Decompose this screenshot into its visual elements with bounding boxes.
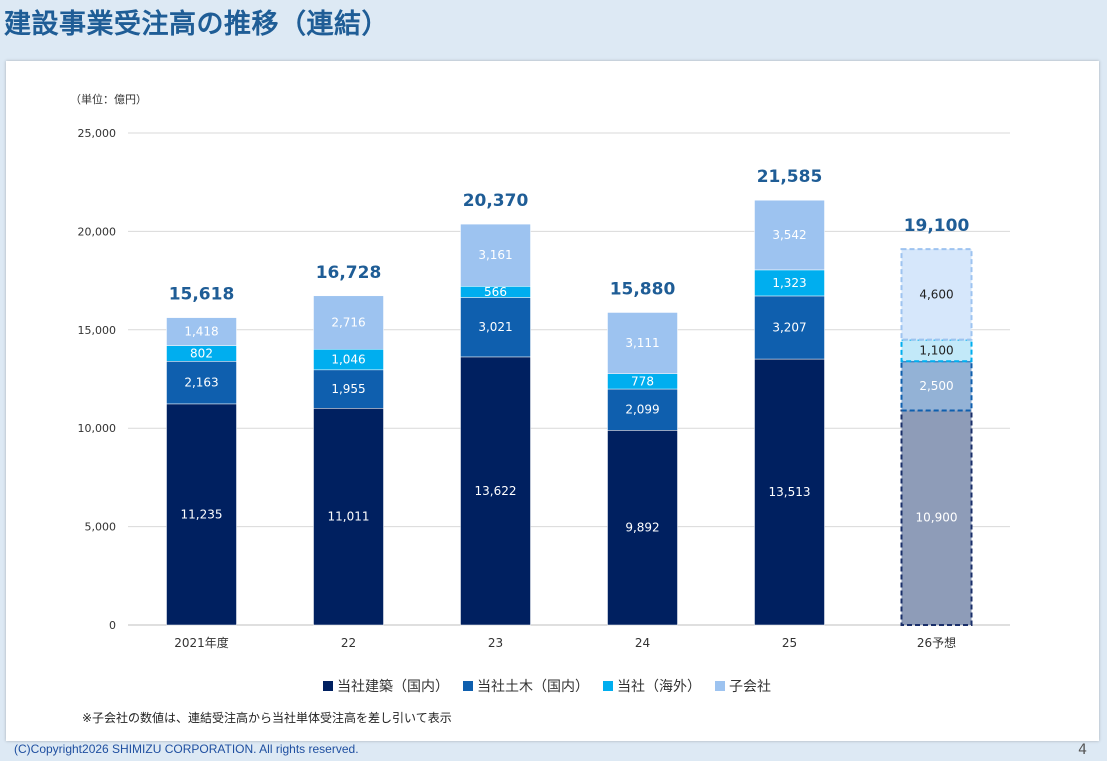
total-label: 15,618 bbox=[169, 285, 235, 305]
legend-swatch bbox=[323, 681, 333, 691]
bar-segment bbox=[754, 295, 825, 360]
legend-swatch bbox=[715, 681, 725, 691]
copyright: (C)Copyright2026 SHIMIZU CORPORATION. Al… bbox=[14, 742, 359, 756]
legend-item: 当社（海外） bbox=[603, 676, 701, 696]
data-label: 802 bbox=[190, 346, 213, 360]
legend-label: 当社（海外） bbox=[617, 679, 701, 695]
y-tick-label: 15,000 bbox=[78, 324, 117, 337]
x-tick-label: 23 bbox=[488, 636, 503, 650]
data-label: 2,099 bbox=[625, 403, 659, 417]
data-label: 3,021 bbox=[478, 320, 512, 334]
x-tick-label: 25 bbox=[782, 636, 797, 650]
legend-item: 当社建築（国内） bbox=[323, 676, 449, 696]
unit-label: （単位：億円） bbox=[70, 93, 147, 106]
y-tick-label: 20,000 bbox=[78, 225, 117, 238]
data-label: 11,235 bbox=[181, 507, 223, 521]
bar-segment bbox=[460, 223, 531, 287]
data-label: 1,418 bbox=[184, 325, 218, 339]
footnote: ※子会社の数値は、連結受注高から当社単体受注高を差し引いて表示 bbox=[82, 711, 452, 725]
legend-label: 当社土木（国内） bbox=[477, 679, 589, 695]
legend-item: 子会社 bbox=[715, 676, 771, 696]
bar-segment bbox=[607, 312, 678, 374]
data-label: 10,900 bbox=[916, 511, 958, 525]
data-label: 3,207 bbox=[772, 321, 806, 335]
data-label: 3,542 bbox=[772, 228, 806, 242]
legend-label: 当社建築（国内） bbox=[337, 679, 449, 695]
bar-segment bbox=[166, 403, 237, 626]
bar-segment bbox=[313, 408, 384, 626]
data-label: 3,111 bbox=[625, 336, 659, 350]
y-tick-label: 5,000 bbox=[85, 521, 117, 534]
bar-segment bbox=[460, 356, 531, 626]
y-tick-label: 0 bbox=[109, 619, 116, 632]
data-label: 3,161 bbox=[478, 248, 512, 262]
data-label: 2,163 bbox=[184, 376, 218, 390]
data-label: 2,500 bbox=[919, 379, 953, 393]
bar-segment bbox=[900, 409, 973, 626]
data-label: 1,046 bbox=[331, 353, 365, 367]
x-tick-label: 24 bbox=[635, 636, 650, 650]
data-label: 13,513 bbox=[769, 485, 811, 499]
total-label: 16,728 bbox=[316, 263, 382, 283]
legend-label: 子会社 bbox=[729, 679, 771, 695]
bar-segment bbox=[754, 199, 825, 271]
x-tick-label: 22 bbox=[341, 636, 356, 650]
data-label: 4,600 bbox=[919, 287, 953, 301]
page-number: 4 bbox=[1078, 742, 1087, 758]
bar-segment bbox=[166, 317, 237, 346]
y-tick-label: 25,000 bbox=[78, 127, 117, 140]
x-tick-label: 26予想 bbox=[917, 635, 956, 650]
data-label: 13,622 bbox=[475, 484, 517, 498]
bar-segment bbox=[754, 269, 825, 297]
legend-item: 当社土木（国内） bbox=[463, 676, 589, 696]
bar-segment bbox=[900, 248, 973, 341]
data-label: 9,892 bbox=[625, 521, 659, 535]
bar-segment bbox=[313, 295, 384, 350]
page-title: 建設事業受注高の推移（連結） bbox=[4, 9, 389, 40]
bar-segment bbox=[607, 388, 678, 431]
x-tick-label: 2021年度 bbox=[174, 635, 229, 650]
total-label: 20,370 bbox=[463, 191, 529, 211]
data-label: 2,716 bbox=[331, 316, 365, 330]
data-label: 778 bbox=[631, 374, 654, 388]
legend-swatch bbox=[463, 681, 473, 691]
y-tick-label: 10,000 bbox=[78, 422, 117, 435]
legend-swatch bbox=[603, 681, 613, 691]
data-label: 566 bbox=[484, 285, 507, 299]
bar-segment bbox=[460, 297, 531, 358]
data-label: 1,955 bbox=[331, 382, 365, 396]
total-label: 19,100 bbox=[904, 216, 970, 236]
total-label: 15,880 bbox=[610, 279, 676, 299]
total-label: 21,585 bbox=[757, 167, 823, 187]
bar-segment bbox=[754, 358, 825, 626]
chart-legend: 当社建築（国内） 当社土木（国内） 当社（海外） 子会社 bbox=[323, 676, 771, 696]
bar-segment bbox=[607, 430, 678, 626]
data-label: 11,011 bbox=[328, 510, 370, 524]
data-label: 1,323 bbox=[772, 276, 806, 290]
data-label: 1,100 bbox=[919, 343, 953, 357]
